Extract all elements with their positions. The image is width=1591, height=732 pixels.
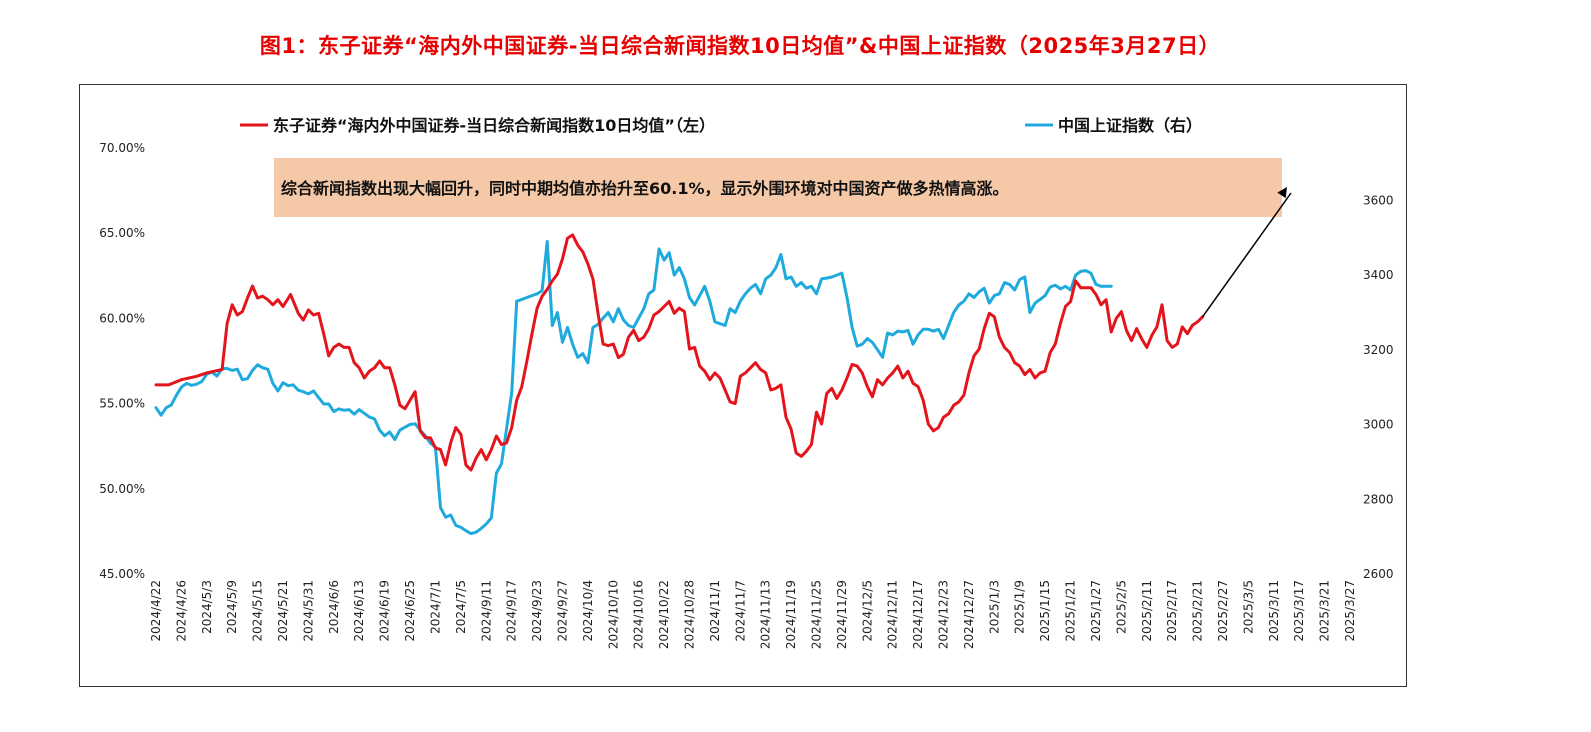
x-axis-tick-label: 2025/3/21 — [1318, 580, 1332, 642]
left-axis-tick-label: 70.00% — [99, 141, 145, 155]
left-axis-tick-label: 55.00% — [99, 397, 145, 411]
x-axis-tick-label: 2025/2/21 — [1191, 580, 1205, 642]
x-axis-tick-label: 2025/1/15 — [1038, 580, 1052, 642]
x-axis-tick-label: 2024/12/27 — [962, 580, 976, 649]
x-axis-tick-label: 2024/10/10 — [606, 580, 620, 649]
x-axis-tick-label: 2024/11/25 — [810, 580, 824, 649]
x-axis-tick-label: 2024/9/11 — [479, 580, 493, 642]
x-axis-tick-label: 2025/2/5 — [1114, 580, 1128, 634]
annotation-arrow — [1202, 192, 1292, 318]
x-axis-tick-label: 2024/10/16 — [632, 580, 646, 649]
annotation-arrowhead — [1277, 187, 1287, 199]
x-axis-tick-label: 2024/4/22 — [149, 580, 163, 642]
x-axis-tick-label: 2024/10/4 — [581, 580, 595, 642]
right-axis-tick-label: 3000 — [1363, 418, 1394, 432]
x-axis-tick-label: 2024/5/21 — [276, 580, 290, 642]
x-axis-tick-label: 2024/7/1 — [428, 580, 442, 634]
x-axis-tick-label: 2025/3/17 — [1292, 580, 1306, 642]
x-axis-tick-label: 2025/2/17 — [1165, 580, 1179, 642]
x-axis-tick-label: 2024/11/13 — [759, 580, 773, 649]
x-axis-tick-label: 2025/3/11 — [1267, 580, 1281, 642]
right-axis-tick-label: 3600 — [1363, 193, 1394, 207]
left-axis-tick-label: 50.00% — [99, 482, 145, 496]
x-axis-tick-label: 2024/4/26 — [174, 580, 188, 642]
x-axis-tick-label: 2024/6/6 — [327, 580, 341, 634]
x-axis-tick-label: 2024/10/28 — [682, 580, 696, 649]
x-axis-tick-label: 2025/1/21 — [1064, 580, 1078, 642]
chart-annotation: 综合新闻指数出现大幅回升，同时中期均值亦抬升至60.1%，显示外围环境对中国资产… — [274, 158, 1292, 318]
x-axis-tick-label: 2024/6/25 — [403, 580, 417, 642]
x-axis-tick-label: 2024/11/1 — [708, 580, 722, 642]
x-axis-tick-label: 2025/2/11 — [1140, 580, 1154, 642]
x-axis-tick-label: 2024/5/9 — [225, 580, 239, 634]
x-axis-tick-label: 2024/11/29 — [835, 580, 849, 649]
x-axis-tick-label: 2025/3/27 — [1343, 580, 1357, 642]
right-axis-ticks: 2600 2800 3000 3200 3400 3600 — [1363, 193, 1394, 581]
x-axis-tick-label: 2024/12/23 — [937, 580, 951, 649]
legend-label-sse: 中国上证指数（右） — [1058, 116, 1202, 135]
x-axis-tick-label: 2024/9/27 — [555, 580, 569, 642]
x-axis-tick-label: 2024/10/22 — [657, 580, 671, 649]
x-axis-tick-label: 2024/5/31 — [301, 580, 315, 642]
left-axis-tick-label: 65.00% — [99, 226, 145, 240]
series-line-news-index — [154, 233, 1205, 472]
x-axis-tick-label: 2024/6/13 — [352, 580, 366, 642]
annotation-box — [274, 158, 1282, 217]
x-axis-tick-label: 2025/1/9 — [1013, 580, 1027, 634]
x-axis-tick-label: 2024/12/17 — [911, 580, 925, 649]
figure-title: 图1：东子证券“海内外中国证券-当日综合新闻指数10日均值”&中国上证指数（20… — [259, 34, 1221, 58]
left-axis-ticks: 45.00% 50.00% 55.00% 60.00% 65.00% 70.00% — [99, 141, 145, 581]
right-axis-tick-label: 2800 — [1363, 492, 1394, 506]
legend-label-news: 东子证券“海内外中国证券-当日综合新闻指数10日均值”（左） — [273, 116, 715, 135]
x-axis-tick-label: 2024/11/19 — [784, 580, 798, 649]
x-axis-tick-label: 2024/5/3 — [200, 580, 214, 634]
chart-svg: 45.00% 50.00% 55.00% 60.00% 65.00% 70.00% 260… — [99, 116, 1394, 649]
x-axis-tick-label: 2024/12/5 — [860, 580, 874, 642]
x-axis-tick-label: 2024/12/11 — [886, 580, 900, 649]
left-axis-tick-label: 60.00% — [99, 311, 145, 325]
x-axis-tick-label: 2025/1/3 — [987, 580, 1001, 634]
annotation-text: 综合新闻指数出现大幅回升，同时中期均值亦抬升至60.1%，显示外围环境对中国资产… — [281, 179, 1009, 198]
x-axis-tick-label: 2024/11/7 — [733, 580, 747, 642]
series-layer — [154, 233, 1205, 536]
x-axis-tick-label: 2024/5/15 — [251, 580, 265, 642]
x-axis-tick-label: 2024/9/23 — [530, 580, 544, 642]
chart-frame: 45.00% 50.00% 55.00% 60.00% 65.00% 70.00% 260… — [79, 84, 1407, 687]
x-axis-tick-label: 2024/6/19 — [378, 580, 392, 642]
left-axis-tick-label: 45.00% — [99, 567, 145, 581]
right-axis-tick-label: 2600 — [1363, 567, 1394, 581]
x-axis-tick-label: 2025/2/27 — [1216, 580, 1230, 642]
series-line-sse-index — [154, 240, 1113, 536]
right-axis-tick-label: 3400 — [1363, 268, 1394, 282]
x-axis-tick-label: 2024/7/5 — [454, 580, 468, 634]
right-axis-tick-label: 3200 — [1363, 343, 1394, 357]
x-axis-tick-label: 2025/1/27 — [1089, 580, 1103, 642]
x-axis-tick-label: 2024/9/17 — [505, 580, 519, 642]
chart-legend: 东子证券“海内外中国证券-当日综合新闻指数10日均值”（左） 中国上证指数（右） — [240, 116, 1202, 135]
x-axis-tick-label: 2025/3/5 — [1241, 580, 1255, 634]
x-axis-ticks: 2024/4/22 2024/4/26 2024/5/3 2024/5/9 2024/5… — [149, 580, 1357, 649]
